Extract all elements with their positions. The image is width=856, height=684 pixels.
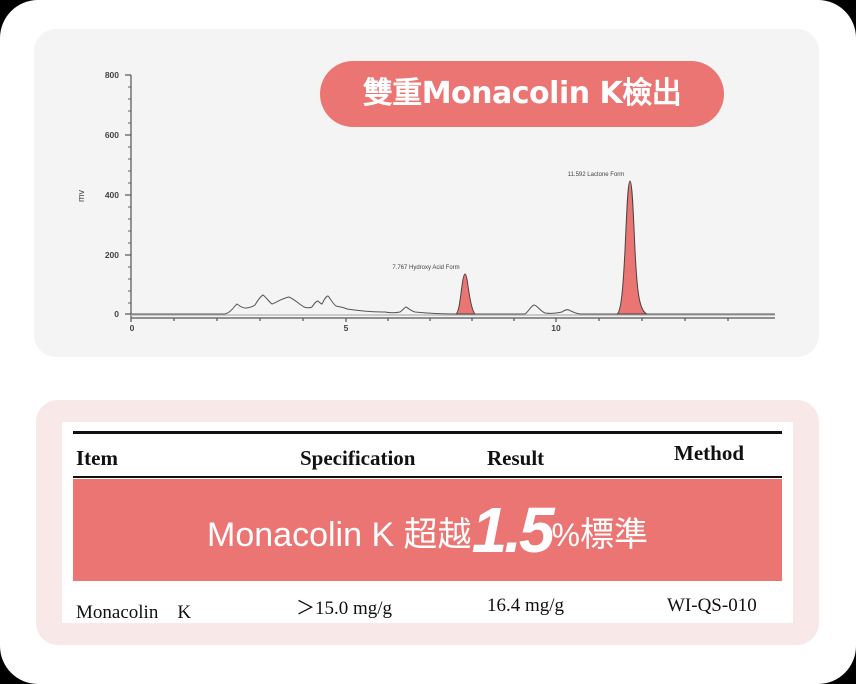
table-header-rule: [73, 476, 782, 478]
hydroxy-acid-peak-fill: [454, 273, 477, 315]
header-specification: Specification: [300, 446, 416, 470]
cell-method: WI-QS-010: [667, 595, 757, 616]
chromatogram-trace: [131, 294, 775, 315]
highlight-banner: Monacolin K 超越1.5%標準: [73, 479, 782, 581]
cell-result: 16.4 mg/g: [487, 595, 565, 616]
y-tick-label: 400: [105, 190, 119, 200]
y-tick-label: 800: [105, 70, 119, 80]
table-top-rule: [73, 431, 782, 434]
peak-label-lactone: 11.592 Lactone Form: [568, 172, 625, 178]
cell-specification: ＞15.0 mg/g: [296, 598, 393, 619]
cell-item: Monacolin K: [76, 602, 192, 623]
banner-suffix: 標準: [579, 516, 648, 554]
x-axis: [130, 317, 775, 322]
y-tick-label: 0: [114, 309, 119, 319]
banner-value: 1.5: [471, 494, 555, 566]
y-axis: [125, 74, 132, 318]
x-tick-label: 10: [551, 323, 561, 333]
x-tick-label: 5: [344, 323, 349, 333]
header-result: Result: [487, 446, 545, 470]
y-axis-label: mv: [76, 190, 86, 202]
banner-prefix: Monacolin K 超越: [207, 516, 472, 554]
y-tick-label: 200: [105, 250, 119, 260]
header-item: Item: [76, 446, 118, 470]
x-tick-label: 0: [130, 323, 135, 333]
dual-detection-badge: 雙重Monacolin K檢出: [320, 61, 724, 127]
lactone-peak-fill: [616, 180, 648, 315]
peak-label-hydroxy-acid: 7.767 Hydroxy Acid Form: [392, 265, 459, 271]
banner-percent: %: [551, 517, 580, 553]
y-tick-label: 600: [105, 130, 119, 140]
header-method: Method: [674, 441, 744, 465]
